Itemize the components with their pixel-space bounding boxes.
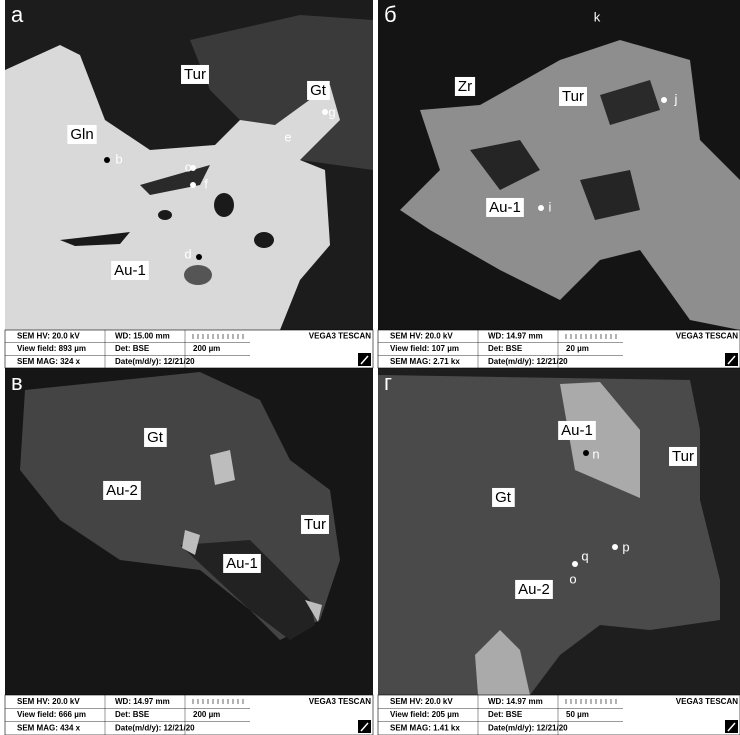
mineral-label: Tur	[304, 516, 326, 533]
panel-letter: б	[384, 2, 397, 27]
scale-label: 200 µm	[193, 710, 220, 719]
info-date: Date(m/d/y): 12/21/20	[115, 357, 195, 366]
point-label: p	[622, 539, 629, 554]
info-wd: WD: 14.97 mm	[488, 697, 543, 706]
point-label: e	[284, 129, 291, 144]
mineral-label: Tur	[672, 448, 694, 465]
point-label: g	[328, 104, 335, 119]
info-hv: SEM HV: 20.0 kV	[17, 331, 80, 340]
mineral-label: Au-1	[226, 555, 258, 572]
point-label: k	[594, 9, 601, 24]
point-label: q	[581, 548, 588, 563]
mineral-label: Au-1	[489, 199, 521, 216]
point-marker	[196, 254, 202, 260]
mineral-label: Tur	[562, 88, 584, 105]
info-view-field: View field: 893 µm	[17, 344, 86, 353]
info-det: Det: BSE	[488, 344, 523, 353]
brand: VEGA3 TESCAN	[676, 697, 738, 706]
mineral-label: Au-1	[561, 422, 593, 439]
info-wd: WD: 14.97 mm	[115, 697, 170, 706]
scale-label: 50 µm	[566, 710, 589, 719]
info-det: Det: BSE	[115, 344, 150, 353]
point-marker	[572, 561, 578, 567]
info-det: Det: BSE	[488, 710, 523, 719]
mineral-label: Au-2	[518, 581, 550, 598]
point-marker	[612, 544, 618, 550]
mineral-label: Au-1	[114, 262, 146, 279]
panel-letter: а	[11, 2, 24, 27]
scale-label: 20 µm	[566, 344, 589, 353]
info-view-field: View field: 205 µm	[390, 710, 459, 719]
point-marker	[104, 157, 110, 163]
info-mag: SEM MAG: 2.71 kx	[390, 357, 460, 366]
mineral-label: Zr	[458, 78, 472, 95]
point-label: b	[115, 151, 122, 166]
info-date: Date(m/d/y): 12/21/20	[115, 723, 195, 732]
info-date: Date(m/d/y): 12/21/20	[488, 357, 568, 366]
point-label: n	[592, 446, 599, 461]
panel-b-image	[378, 0, 740, 330]
figure: а Tur Gt Gln b cf e g d Au-1 SEM HV: 20.0 kV WD: 15…	[0, 0, 740, 735]
point-label: j	[674, 91, 678, 106]
point-marker	[322, 109, 328, 115]
info-mag: SEM MAG: 1.41 kx	[390, 723, 460, 732]
brand: VEGA3 TESCAN	[309, 697, 371, 706]
brand: VEGA3 TESCAN	[309, 331, 371, 340]
point-marker	[661, 97, 667, 103]
info-hv: SEM HV: 20.0 kV	[390, 697, 453, 706]
info-hv: SEM HV: 20.0 kV	[17, 697, 80, 706]
point-marker	[190, 182, 196, 188]
info-wd: WD: 14.97 mm	[488, 331, 543, 340]
point-label: i	[549, 199, 552, 214]
mineral-label: Au-2	[106, 482, 138, 499]
info-date: Date(m/d/y): 12/21/20	[488, 723, 568, 732]
panel-d-image	[378, 368, 740, 695]
info-hv: SEM HV: 20.0 kV	[390, 331, 453, 340]
mineral-label: Gt	[147, 429, 164, 446]
info-wd: WD: 15.00 mm	[115, 331, 170, 340]
point-label: d	[184, 246, 191, 261]
mineral-label: Gt	[310, 82, 327, 99]
info-mag: SEM MAG: 434 x	[17, 723, 81, 732]
info-view-field: View field: 666 µm	[17, 710, 86, 719]
info-view-field: View field: 107 µm	[390, 344, 459, 353]
point-label: o	[569, 571, 576, 586]
point-label: f	[204, 176, 208, 191]
mineral-label: Tur	[184, 66, 206, 83]
mineral-label: Gln	[70, 126, 93, 143]
panel-letter: в	[11, 370, 23, 395]
scale-label: 200 µm	[193, 344, 220, 353]
brand: VEGA3 TESCAN	[676, 331, 738, 340]
info-mag: SEM MAG: 324 x	[17, 357, 81, 366]
info-det: Det: BSE	[115, 710, 150, 719]
point-marker	[583, 450, 589, 456]
mineral-label: Gt	[495, 489, 512, 506]
panel-letter: г	[384, 370, 392, 395]
point-label: c	[185, 159, 192, 174]
point-marker	[538, 205, 544, 211]
